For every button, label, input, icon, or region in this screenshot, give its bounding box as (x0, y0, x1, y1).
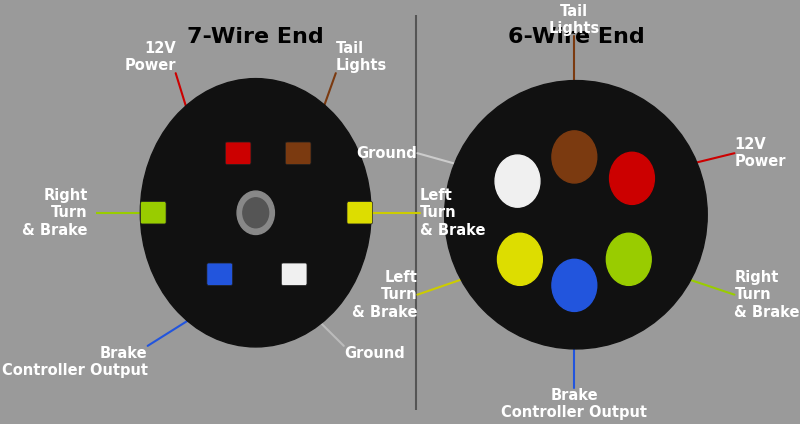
Text: Left
Turn
& Brake: Left Turn & Brake (352, 270, 418, 320)
Circle shape (140, 78, 371, 347)
FancyBboxPatch shape (141, 201, 166, 224)
Circle shape (237, 191, 274, 234)
Circle shape (552, 131, 597, 183)
Text: Brake
Controller Output: Brake Controller Output (2, 346, 148, 378)
FancyBboxPatch shape (226, 142, 251, 165)
Circle shape (606, 233, 651, 285)
Ellipse shape (445, 81, 707, 349)
Text: 6-Wire End: 6-Wire End (507, 27, 644, 47)
Text: Right
Turn
& Brake: Right Turn & Brake (22, 188, 88, 238)
Text: 7-Wire End: 7-Wire End (187, 27, 324, 47)
Circle shape (243, 198, 269, 228)
Text: Tail
Lights: Tail Lights (549, 3, 600, 36)
Text: Brake
Controller Output: Brake Controller Output (502, 388, 647, 420)
Text: 12V
Power: 12V Power (734, 137, 786, 170)
Circle shape (552, 259, 597, 311)
Text: Ground: Ground (344, 346, 405, 361)
Text: Right
Turn
& Brake: Right Turn & Brake (734, 270, 800, 320)
FancyBboxPatch shape (207, 263, 233, 285)
Text: 12V
Power: 12V Power (124, 41, 176, 73)
FancyBboxPatch shape (286, 142, 311, 165)
Text: Ground: Ground (357, 146, 418, 161)
Circle shape (610, 152, 654, 204)
Circle shape (495, 155, 540, 207)
Text: Tail
Lights: Tail Lights (336, 41, 387, 73)
FancyBboxPatch shape (282, 263, 307, 285)
Text: Left
Turn
& Brake: Left Turn & Brake (420, 188, 486, 238)
FancyBboxPatch shape (347, 201, 373, 224)
Circle shape (498, 233, 542, 285)
